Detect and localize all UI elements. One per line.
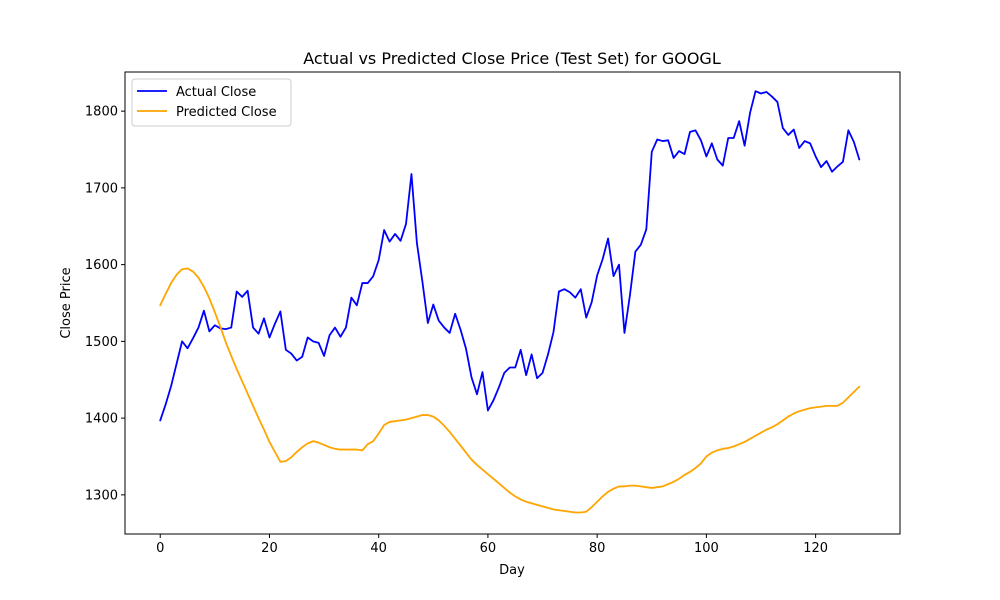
x-tick-label: 100: [694, 541, 719, 556]
legend-box: [131, 78, 292, 127]
legend: Actual Close Predicted Close: [131, 78, 292, 127]
x-axis-label: Day: [499, 563, 525, 578]
x-tick-label: 40: [370, 541, 387, 556]
legend-label-actual: Actual Close: [176, 85, 256, 100]
series-line-actual-close: [159, 90, 861, 422]
chart-title: Actual vs Predicted Close Price (Test Se…: [303, 49, 721, 68]
y-tick-label: 1600: [85, 258, 118, 273]
y-axis-label: Close Price: [59, 267, 74, 338]
x-tick-label: 20: [261, 541, 278, 556]
series-line-predicted-close: [159, 267, 861, 514]
plot-frame: [124, 71, 901, 535]
y-tick-label: 1700: [85, 181, 118, 196]
x-tick-label: 80: [589, 541, 606, 556]
series-layer: [159, 90, 861, 514]
legend-label-predicted: Predicted Close: [176, 105, 277, 120]
x-tick-label: 0: [156, 541, 164, 556]
x-tick-label: 60: [480, 541, 497, 556]
y-axis: 1300 1400 1500 1600 1700 1800: [85, 105, 125, 503]
y-tick-label: 1800: [85, 105, 118, 120]
x-tick-label: 120: [803, 541, 828, 556]
y-tick-label: 1400: [85, 412, 118, 427]
y-tick-label: 1500: [85, 335, 118, 350]
y-tick-label: 1300: [85, 488, 118, 503]
x-axis: 0 20 40 60 80 100 120: [156, 534, 828, 556]
